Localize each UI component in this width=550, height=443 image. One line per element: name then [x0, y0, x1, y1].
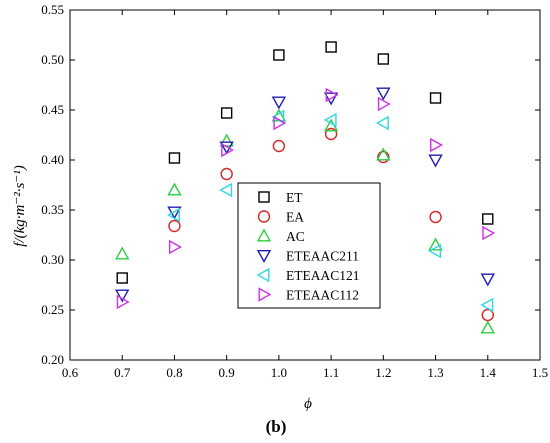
series-ETEAAC112 — [116, 87, 496, 310]
y-tick-label-3: 0.35 — [41, 202, 64, 217]
legend-label-ETEAAC211: ETEAAC211 — [286, 249, 359, 264]
legend-marker-AC — [256, 228, 272, 242]
point-ETEAAC121-1 — [167, 207, 180, 223]
point-ETEAAC211-5 — [376, 87, 391, 101]
y-tick-label-5: 0.45 — [41, 102, 64, 117]
point-EA-5 — [377, 150, 390, 164]
x-axis-title: ϕ — [304, 396, 312, 412]
point-ET-3 — [273, 49, 285, 61]
point-EA-6 — [429, 210, 442, 224]
point-AC-5 — [376, 147, 391, 161]
point-ETEAAC211-7 — [480, 273, 495, 287]
point-ETEAAC112-2 — [221, 142, 235, 158]
series-EA — [168, 127, 494, 322]
legend-label-ETEAAC112: ETEAAC112 — [286, 288, 359, 303]
point-ET-4 — [325, 41, 337, 53]
point-ETEAAC121-2 — [219, 182, 233, 198]
point-EA-7 — [481, 308, 494, 322]
legend-marker-ETEAAC211 — [256, 249, 272, 263]
x-tick-label-0: 0.6 — [62, 365, 79, 380]
legend-marker-ETEAAC121 — [256, 267, 270, 283]
x-tick-label-3: 0.9 — [219, 365, 235, 380]
y-axis-title: f/(kg·m⁻²·s⁻¹) — [12, 165, 28, 246]
point-ETEAAC121-4 — [323, 112, 337, 128]
point-EA-1 — [168, 219, 181, 233]
x-tick-label-8: 1.4 — [480, 365, 497, 380]
y-tick-label-7: 0.55 — [41, 2, 64, 17]
series-ET — [116, 41, 494, 284]
x-tick-label-6: 1.2 — [375, 365, 391, 380]
point-ET-6 — [429, 92, 442, 104]
x-tick-label-4: 1.0 — [271, 365, 287, 380]
plot-frame — [69, 9, 541, 361]
point-ET-1 — [168, 152, 181, 164]
x-tick-label-9: 1.5 — [532, 365, 548, 380]
y-tick-label-1: 0.25 — [41, 302, 64, 317]
point-ETEAAC121-6 — [428, 243, 442, 259]
point-EA-4 — [324, 127, 338, 141]
point-ET-2 — [220, 107, 233, 119]
point-AC-7 — [480, 320, 495, 334]
legend-marker-ET — [258, 191, 270, 203]
panel-label: (b) — [266, 417, 287, 436]
point-ETEAAC121-7 — [480, 297, 494, 313]
legend-label-EA: EA — [286, 210, 304, 225]
y-tick-label-2: 0.30 — [41, 252, 64, 267]
y-tick-label-4: 0.40 — [41, 152, 64, 167]
legend-label-ET: ET — [286, 190, 303, 205]
point-ETEAAC211-6 — [428, 154, 443, 168]
point-ETEAAC112-0 — [116, 294, 130, 310]
y-tick-label-0: 0.20 — [41, 352, 64, 367]
point-AC-2 — [219, 133, 234, 147]
point-EA-3 — [272, 139, 286, 153]
point-AC-1 — [167, 182, 182, 196]
y-tick-label-6: 0.50 — [41, 52, 64, 67]
point-EA-2 — [220, 167, 233, 181]
point-ETEAAC121-5 — [375, 115, 389, 131]
point-AC-6 — [428, 237, 443, 251]
legend-marker-ETEAAC112 — [258, 287, 272, 302]
point-AC-0 — [115, 246, 130, 260]
legend-marker-EA — [257, 210, 271, 223]
point-ETEAAC211-0 — [115, 289, 130, 303]
point-ET-5 — [377, 53, 390, 65]
point-ETEAAC112-6 — [430, 137, 443, 153]
x-tick-label-7: 1.3 — [427, 365, 443, 380]
point-ETEAAC112-4 — [325, 87, 339, 103]
legend: ET EA AC ETEAAC211 ETEAAC121 ETEAAC112 — [237, 182, 381, 309]
x-tick-label-1: 0.7 — [114, 365, 131, 380]
point-ETEAAC112-7 — [482, 225, 496, 241]
point-ET-7 — [482, 213, 494, 225]
legend-label-ETEAAC121: ETEAAC121 — [286, 268, 360, 283]
point-ETEAAC112-5 — [377, 96, 391, 112]
point-ETEAAC211-3 — [271, 96, 287, 110]
data-marks — [115, 41, 496, 334]
x-tick-label-2: 0.8 — [166, 365, 182, 380]
point-ET-0 — [116, 272, 128, 284]
legend-box — [237, 182, 381, 309]
x-tick-label-5: 1.1 — [323, 365, 339, 380]
legend-label-AC: AC — [286, 229, 305, 244]
plot-area: 0.6 0.7 0.8 0.9 1.0 1.1 1.2 1.3 1.4 1.5 0.20 0.25 0.… — [41, 2, 548, 380]
point-ETEAAC112-1 — [168, 239, 182, 255]
point-ETEAAC211-4 — [323, 92, 339, 106]
point-ETEAAC112-3 — [273, 115, 287, 131]
